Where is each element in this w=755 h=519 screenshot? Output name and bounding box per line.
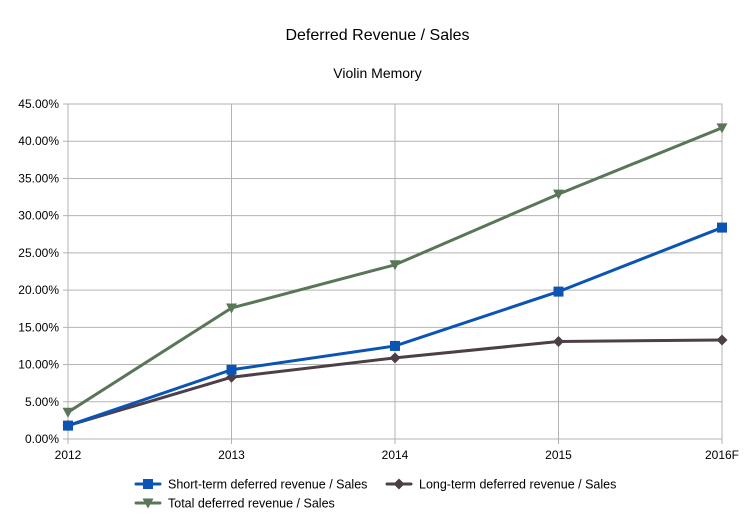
- legend-item-2: Total deferred revenue / Sales: [134, 497, 335, 511]
- y-tick-label: 30.00%: [18, 209, 59, 223]
- data-point: [716, 334, 728, 346]
- series-layer: [62, 123, 728, 432]
- legend-swatch-marker: [142, 498, 154, 509]
- x-tick-label: 2013: [218, 448, 245, 462]
- series-0: [63, 222, 727, 431]
- data-point: [553, 286, 564, 297]
- y-tick-label: 15.00%: [18, 320, 59, 334]
- data-point: [226, 364, 237, 375]
- y-tick-label: 0.00%: [25, 432, 59, 446]
- data-point: [716, 123, 728, 134]
- x-tick-label: 2015: [545, 448, 572, 462]
- y-tick-label: 10.00%: [18, 358, 59, 372]
- legend-swatch-marker: [143, 479, 153, 489]
- y-tick-label: 5.00%: [25, 395, 59, 409]
- data-point: [62, 407, 74, 418]
- y-tick-label: 35.00%: [18, 171, 59, 185]
- data-point: [717, 222, 727, 233]
- y-tick-label: 40.00%: [18, 134, 59, 148]
- series-2: [62, 123, 728, 418]
- series-1: [62, 334, 728, 432]
- data-point: [63, 420, 73, 431]
- legend-label: Long-term deferred revenue / Sales: [419, 478, 616, 492]
- y-tick-label: 45.00%: [18, 97, 59, 111]
- x-tick-label: 2014: [382, 448, 409, 462]
- data-point: [226, 303, 237, 314]
- legend-swatch-marker: [393, 478, 405, 490]
- data-point: [553, 189, 564, 200]
- x-tick-label: 2016F: [705, 448, 739, 462]
- chart-subtitle: Violin Memory: [333, 65, 421, 81]
- legend-label: Total deferred revenue / Sales: [168, 497, 335, 511]
- legend-item-1: Long-term deferred revenue / Sales: [385, 478, 616, 492]
- y-tick-label: 20.00%: [18, 283, 59, 297]
- legend-label: Short-term deferred revenue / Sales: [168, 478, 367, 492]
- data-point: [390, 340, 400, 351]
- data-point: [389, 352, 401, 364]
- data-point: [553, 335, 564, 347]
- chart-title: Deferred Revenue / Sales: [285, 27, 469, 44]
- x-tick-label: 2012: [55, 448, 82, 462]
- y-tick-label: 25.00%: [18, 246, 59, 260]
- data-point: [389, 260, 401, 271]
- legend-item-0: Short-term deferred revenue / Sales: [134, 478, 367, 492]
- grid-layer: [67, 103, 723, 440]
- legend-layer: Short-term deferred revenue / Sales Long-…: [134, 478, 616, 511]
- axis-layer: 0.00% 5.00% 10.00% 15.00% 20.00% 25.00% 30.00%…: [18, 97, 739, 462]
